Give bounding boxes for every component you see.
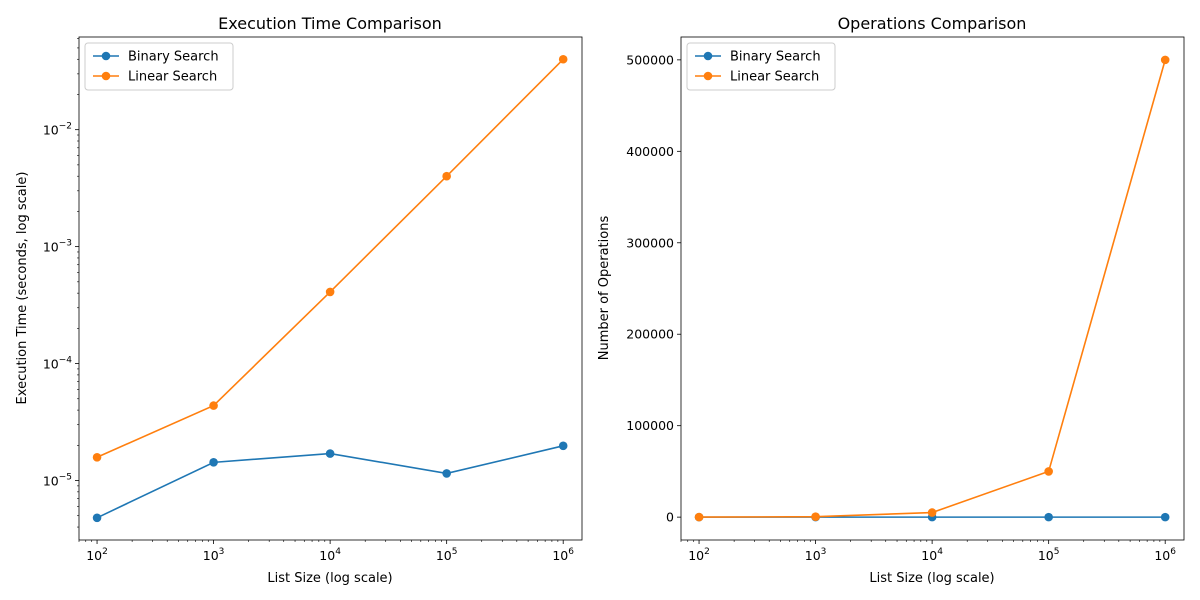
tick-base: 10 [436,548,452,563]
legend-label: Binary Search [730,50,821,65]
data-point [209,458,218,467]
chart-title: Operations Comparison [838,14,1027,33]
legend-box [686,42,836,91]
legend-box [84,42,234,91]
y-tick-label: 400000 [626,144,674,159]
tick-base: 10 [43,123,59,138]
legend-item[interactable]: Linear Search [93,70,217,85]
y-tick-label: 500000 [626,52,674,67]
chart-execution-time: Execution Time Comparison 102 103 104 105 10… [15,14,583,586]
legend[interactable]: Binary Search Linear Search [84,42,234,91]
legend-marker [101,71,111,81]
tick-base: 10 [43,474,59,489]
legend-marker [703,71,713,81]
tick-base: 10 [43,357,59,372]
tick-base: 10 [688,548,704,563]
y-tick-label: 200000 [626,327,674,342]
data-point [694,512,704,522]
tick-exponent: 6 [568,547,574,557]
data-point [1160,55,1170,65]
x-tick-label: 104 [319,547,341,563]
y-tick-label: 10−5 [43,473,72,489]
tick-exponent: −2 [59,122,72,132]
data-point [1160,512,1170,522]
tick-exponent: −3 [59,239,72,249]
x-tick-label: 106 [552,547,574,563]
x-tick-label: 103 [805,547,827,563]
y-axis-label: Execution Time (seconds, log scale) [15,172,30,405]
tick-exponent: 2 [102,547,108,557]
tick-base: 10 [43,240,59,255]
tick-exponent: 4 [937,547,943,557]
marks-layer [92,54,568,523]
legend-label: Binary Search [128,50,219,65]
data-point [92,513,102,523]
x-tick-label: 105 [1038,547,1060,563]
tick-base: 10 [921,548,937,563]
legend-label: Linear Search [128,70,217,85]
x-tick-label: 102 [688,547,710,563]
tick-base: 10 [805,548,821,563]
data-point [558,441,568,451]
data-point [325,449,335,458]
tick-exponent: 6 [1170,547,1176,557]
tick-base: 10 [203,548,219,563]
tick-exponent: 5 [1054,547,1060,557]
tick-base: 10 [552,548,568,563]
ticks-layer: 102 103 104 105 1060100000200000300000400000… [626,52,1176,563]
data-point [1044,512,1053,522]
x-tick-label: 106 [1154,547,1176,563]
data-point [442,171,451,181]
data-point [558,54,568,64]
y-tick-label: 300000 [626,235,674,250]
data-point [442,469,451,478]
data-point [325,287,335,297]
legend[interactable]: Binary Search Linear Search [686,42,836,91]
x-axis-label: List Size (log scale) [869,571,994,586]
tick-exponent: 3 [219,547,225,557]
data-point [209,401,218,410]
plot-frame [78,36,583,541]
tick-exponent: 5 [452,547,458,557]
tick-exponent: −4 [59,356,73,366]
x-tick-label: 102 [86,547,108,563]
plot-frame [680,36,1185,541]
tick-base: 10 [1154,548,1170,563]
marks-layer [694,55,1170,522]
tick-exponent: 4 [335,547,341,557]
tick-exponent: 2 [704,547,710,557]
legend-item[interactable]: Binary Search [695,50,821,65]
legend-item[interactable]: Linear Search [695,70,819,85]
y-tick-label: 10−2 [43,122,72,138]
tick-base: 10 [319,548,335,563]
legend-item[interactable]: Binary Search [93,50,219,65]
y-tick-label: 0 [666,510,674,525]
y-tick-label: 10−3 [43,239,72,255]
chart-operations: Operations Comparison 102 103 104 105 106010… [597,14,1185,586]
tick-base: 10 [86,548,102,563]
x-tick-label: 105 [436,547,458,563]
data-point [92,452,102,462]
tick-exponent: 3 [821,547,827,557]
legend-label: Linear Search [730,70,819,85]
data-point [1044,467,1053,476]
data-point [927,508,937,517]
chart-title: Execution Time Comparison [218,14,442,33]
data-point [811,512,820,521]
x-tick-label: 103 [203,547,225,563]
y-axis-label: Number of Operations [597,216,612,361]
tick-base: 10 [1038,548,1054,563]
y-tick-label: 10−4 [43,356,72,372]
y-tick-label: 100000 [626,418,674,433]
tick-exponent: −5 [59,473,72,483]
x-tick-label: 104 [921,547,943,563]
x-axis-label: List Size (log scale) [267,571,392,586]
legend-marker [101,51,111,61]
legend-marker [703,51,713,61]
